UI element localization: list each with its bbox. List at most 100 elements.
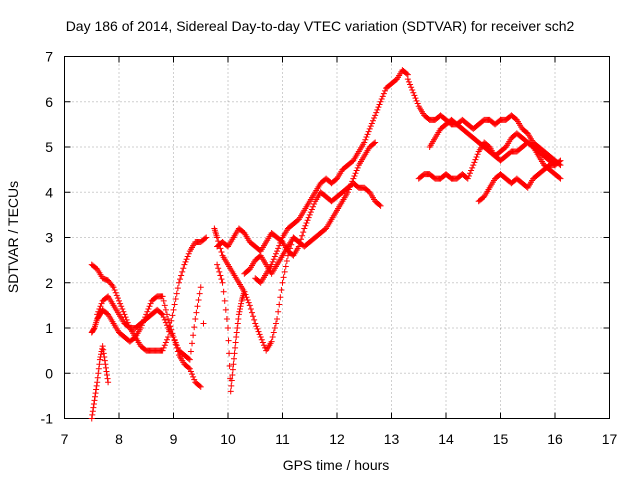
data-point bbox=[241, 288, 248, 295]
data-point bbox=[280, 274, 287, 281]
data-point bbox=[378, 96, 385, 103]
data-point bbox=[299, 232, 306, 239]
data-point bbox=[353, 167, 360, 174]
data-point bbox=[272, 320, 279, 327]
data-point bbox=[380, 90, 387, 97]
data-point bbox=[165, 315, 172, 322]
x-tick-label: 13 bbox=[384, 431, 400, 447]
data-point bbox=[218, 248, 225, 255]
data-point bbox=[275, 308, 282, 315]
data-point bbox=[413, 97, 420, 104]
data-point bbox=[190, 373, 197, 380]
data-point bbox=[364, 131, 371, 138]
data-point bbox=[104, 375, 111, 382]
data-point bbox=[306, 211, 313, 218]
data-point bbox=[191, 376, 198, 383]
data-point bbox=[274, 248, 281, 255]
series-track-a bbox=[88, 234, 210, 354]
data-point bbox=[303, 220, 310, 227]
data-point bbox=[471, 159, 478, 166]
data-point bbox=[362, 136, 369, 143]
data-point bbox=[118, 303, 125, 310]
data-point bbox=[95, 308, 102, 315]
data-point bbox=[177, 276, 184, 283]
data-point bbox=[193, 309, 200, 316]
data-point bbox=[104, 372, 111, 379]
data-point bbox=[349, 178, 356, 185]
data-point bbox=[190, 332, 197, 339]
data-point bbox=[351, 172, 358, 179]
data-point bbox=[354, 164, 361, 171]
data-point bbox=[376, 201, 383, 208]
data-point bbox=[272, 250, 279, 257]
data-point bbox=[238, 300, 245, 307]
data-point bbox=[311, 201, 318, 208]
data-point bbox=[369, 117, 376, 124]
data-point bbox=[186, 365, 193, 372]
data-point bbox=[226, 363, 233, 370]
data-point bbox=[102, 361, 109, 368]
data-point bbox=[172, 339, 179, 346]
data-point bbox=[146, 303, 153, 310]
data-point bbox=[189, 340, 196, 347]
x-tick-label: 12 bbox=[329, 431, 345, 447]
data-point bbox=[557, 175, 564, 182]
data-point bbox=[368, 120, 375, 127]
series-track-f bbox=[214, 261, 248, 395]
data-point bbox=[347, 183, 354, 190]
data-point bbox=[99, 343, 106, 350]
data-point bbox=[222, 306, 229, 313]
data-point bbox=[112, 289, 119, 296]
data-point bbox=[197, 383, 204, 390]
data-point bbox=[414, 100, 421, 107]
data-point bbox=[361, 139, 368, 146]
x-tick-label: 15 bbox=[493, 431, 509, 447]
data-point bbox=[278, 237, 285, 244]
data-point bbox=[159, 311, 166, 318]
data-point bbox=[215, 265, 222, 272]
data-point bbox=[161, 302, 168, 309]
data-point bbox=[144, 308, 151, 315]
data-point bbox=[105, 379, 112, 386]
data-point bbox=[113, 292, 120, 299]
data-point bbox=[172, 296, 179, 303]
data-point bbox=[171, 301, 178, 308]
data-point bbox=[195, 296, 202, 303]
data-point bbox=[119, 305, 126, 312]
data-point bbox=[300, 229, 307, 236]
data-point bbox=[248, 309, 255, 316]
data-point bbox=[281, 268, 288, 275]
data-point bbox=[183, 256, 190, 263]
data-point bbox=[282, 263, 289, 270]
data-point bbox=[100, 346, 107, 353]
data-point bbox=[254, 325, 261, 332]
data-point bbox=[363, 134, 370, 141]
data-point bbox=[310, 203, 317, 210]
data-point bbox=[99, 345, 106, 352]
data-point bbox=[275, 245, 282, 252]
data-point bbox=[223, 315, 230, 322]
y-axis-label: SDTVAR / TECUs bbox=[5, 181, 21, 293]
data-point bbox=[227, 388, 234, 395]
data-point bbox=[472, 156, 479, 163]
data-point bbox=[277, 239, 284, 246]
data-point bbox=[111, 286, 118, 293]
data-point bbox=[116, 297, 122, 304]
data-point bbox=[464, 175, 471, 182]
data-point bbox=[98, 300, 105, 307]
data-point bbox=[376, 101, 383, 108]
data-point bbox=[103, 368, 110, 375]
data-point bbox=[214, 261, 221, 268]
data-point bbox=[114, 295, 121, 302]
data-point bbox=[122, 314, 129, 321]
y-tick-label: 1 bbox=[45, 320, 53, 336]
data-point bbox=[403, 70, 410, 77]
data-point bbox=[161, 342, 168, 349]
y-tick-label: 0 bbox=[45, 365, 53, 381]
data-point bbox=[217, 272, 224, 279]
y-tick-label: 5 bbox=[45, 139, 53, 155]
data-point bbox=[216, 268, 223, 275]
data-point bbox=[169, 312, 176, 319]
data-point bbox=[189, 371, 196, 378]
